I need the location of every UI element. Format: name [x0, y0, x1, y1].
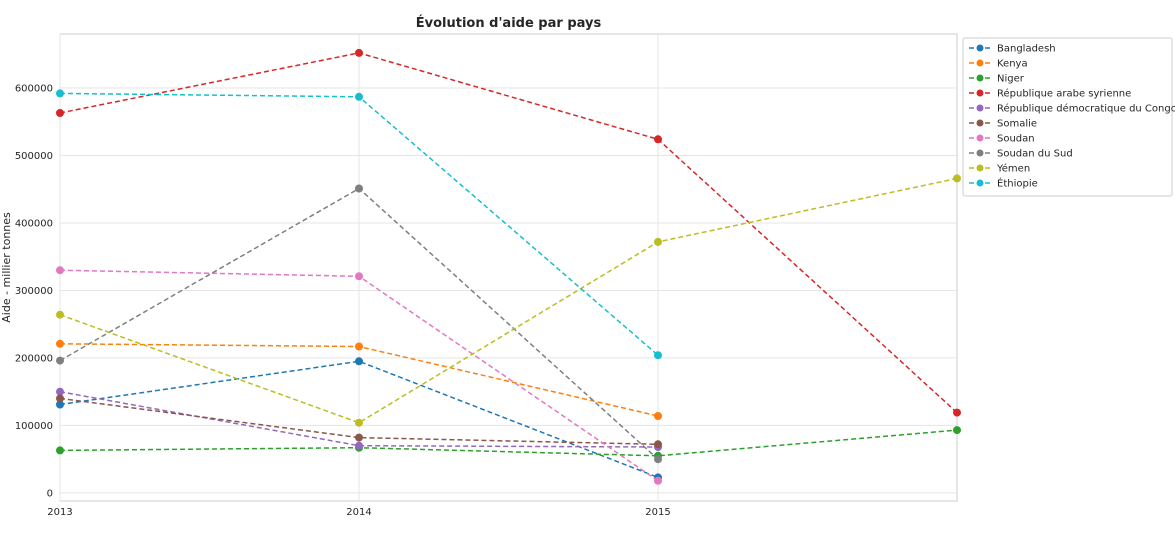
data-point [654, 135, 662, 144]
series-5 [56, 394, 662, 449]
legend-marker [976, 149, 984, 157]
legend-item: Niger [969, 74, 1025, 85]
series-1 [56, 339, 662, 420]
data-point [654, 237, 662, 246]
series-line [59, 360, 659, 479]
data-point [355, 357, 363, 366]
legend-label: Niger [997, 74, 1025, 85]
series-line [59, 177, 958, 424]
legend-item: Soudan du Sud [969, 149, 1073, 160]
y-axis-label: Aide - millier tonnes [0, 212, 13, 323]
data-point [654, 476, 662, 485]
legend-item: République arabe syrienne [969, 88, 1131, 100]
x-tick-label: 2015 [645, 507, 670, 518]
y-tick-label: 600000 [15, 83, 53, 94]
data-point [355, 48, 363, 57]
data-point [654, 440, 662, 449]
legend-item: Yémen [969, 163, 1030, 175]
series-layer [56, 48, 961, 485]
y-tick-label: 200000 [15, 353, 53, 364]
data-point [953, 426, 961, 435]
y-tick-label: 100000 [15, 421, 53, 432]
legend-label: Éthiopie [997, 177, 1038, 190]
data-point [654, 412, 662, 420]
legend-label: Yémen [996, 163, 1030, 175]
legend-marker [976, 179, 984, 187]
data-point [953, 174, 961, 183]
legend-label: Bangladesh [997, 44, 1056, 55]
legend: Bangladesh Kenya Niger République arabe syr… [962, 37, 1175, 197]
data-point [355, 418, 363, 427]
data-point [56, 310, 64, 319]
x-tick-label: 2013 [47, 507, 72, 518]
y-tick-label: 400000 [15, 218, 53, 229]
data-point [355, 272, 363, 281]
legend-item: République démocratique du Congo [969, 103, 1175, 115]
data-point [56, 89, 64, 98]
data-point [56, 394, 64, 403]
series-line [59, 429, 958, 457]
legend-item: Bangladesh [969, 44, 1056, 55]
plot-area [59, 33, 958, 502]
y-tick-label: 300000 [15, 286, 53, 297]
legend-marker [976, 119, 984, 127]
legend-item: Soudan [969, 134, 1035, 145]
legend-label: République arabe syrienne [997, 88, 1131, 100]
series-line [59, 397, 659, 446]
legend-label: Soudan du Sud [997, 149, 1073, 160]
data-point [654, 351, 662, 360]
legend-marker [976, 74, 984, 82]
data-point [355, 92, 363, 101]
data-point [56, 339, 64, 348]
data-point [56, 109, 64, 117]
legend-label: République démocratique du Congo [997, 103, 1175, 115]
legend-label: Soudan [997, 134, 1035, 145]
legend-item: Éthiopie [969, 177, 1038, 190]
data-point [355, 342, 363, 351]
y-tick-label: 500000 [15, 151, 53, 162]
data-point [56, 446, 64, 455]
series-line [59, 52, 958, 414]
legend-marker [976, 89, 984, 97]
y-tick-label: 0 [47, 488, 53, 499]
legend-marker [976, 164, 984, 172]
data-point [953, 408, 961, 417]
series-7 [56, 184, 662, 464]
data-point [355, 433, 363, 442]
series-3 [56, 48, 961, 417]
data-point [56, 387, 64, 396]
series-8 [56, 174, 961, 427]
tick-labels: 2013 2014 2015 0 100000 200000 300000 400000 500… [15, 83, 671, 518]
data-point [654, 455, 662, 464]
legend-marker [976, 104, 984, 112]
legend-marker [976, 44, 984, 52]
data-point [56, 266, 64, 275]
data-point [355, 184, 363, 193]
legend-marker [976, 134, 984, 142]
chart-title: Évolution d'aide par pays [416, 15, 602, 31]
data-point [355, 441, 363, 450]
legend-label: Kenya [997, 59, 1028, 70]
x-tick-label: 2014 [346, 507, 371, 518]
legend-box [962, 37, 1173, 197]
legend-item: Kenya [969, 59, 1028, 70]
legend-item: Somalie [969, 119, 1037, 130]
legend-marker [976, 59, 984, 67]
data-point [56, 356, 64, 365]
series-9 [56, 89, 662, 360]
grid-lines [59, 34, 957, 501]
legend-label: Somalie [997, 119, 1037, 130]
series-0 [56, 357, 662, 482]
series-6 [56, 266, 662, 485]
data-point [56, 400, 64, 409]
